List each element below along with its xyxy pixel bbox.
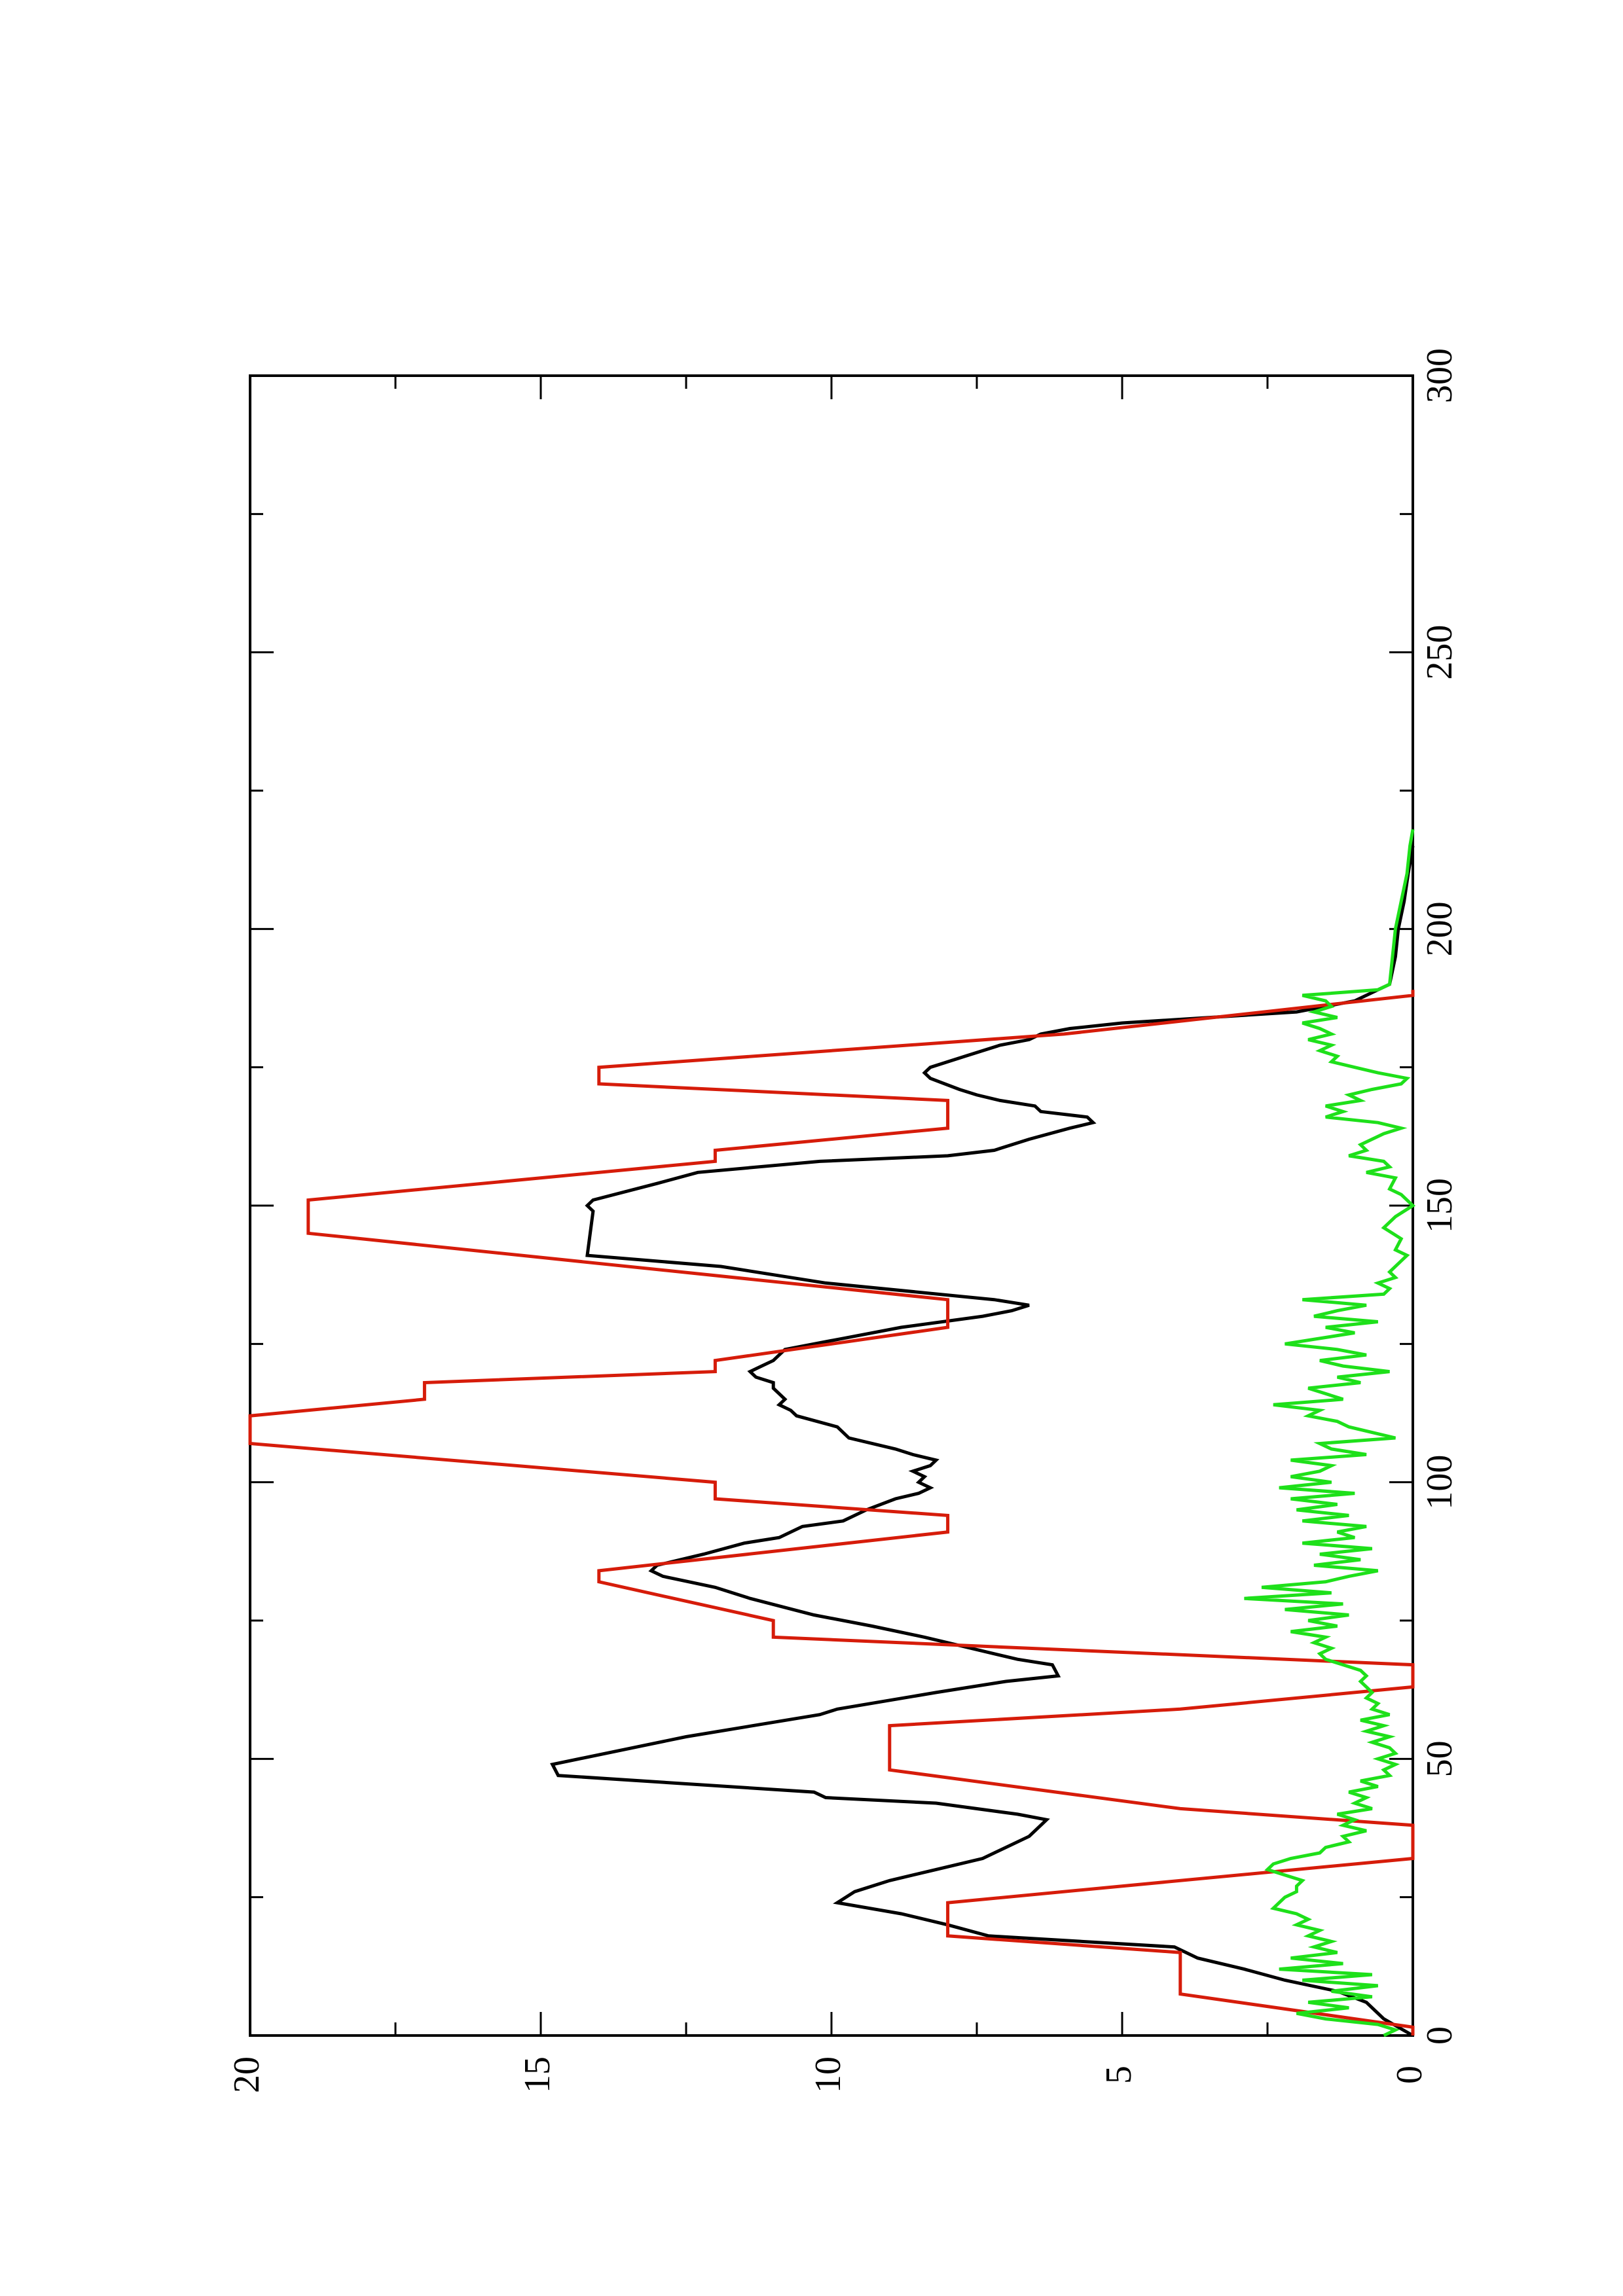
x-tick-label: 150: [1419, 1178, 1460, 1233]
y-tick-label: 15: [517, 2056, 558, 2093]
series-line-1: [550, 846, 1415, 2037]
x-tick-label: 200: [1419, 901, 1460, 956]
series-line-2: [248, 990, 1415, 2036]
tick-marks: [249, 374, 1414, 2037]
x-tick-label: 250: [1419, 625, 1460, 680]
y-tick-label: 0: [1389, 2066, 1430, 2084]
x-tick-label: 300: [1419, 348, 1460, 403]
x-tick-label: 50: [1419, 1740, 1460, 1777]
y-tick-label: 5: [1099, 2066, 1139, 2084]
data-series: [248, 829, 1416, 2037]
tick-labels: 0 50 100 150 200 250 300 0 5 10 15 20: [227, 348, 1460, 2093]
x-tick-label: 100: [1419, 1455, 1460, 1510]
y-tick-label: 10: [808, 2056, 848, 2093]
y-tick-label: 20: [227, 2056, 267, 2093]
series-line-3: [1244, 829, 1416, 2037]
x-tick-label: 0: [1419, 2026, 1460, 2045]
plot-frame: [249, 374, 1414, 2037]
